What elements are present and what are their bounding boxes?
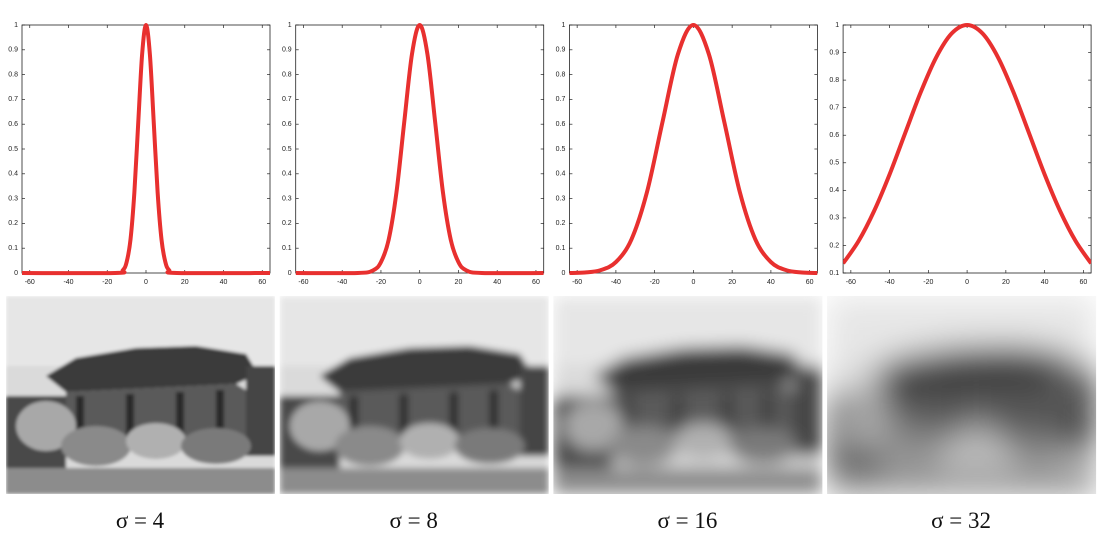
x-tick-label: 60 xyxy=(258,279,266,286)
y-tick-label: 0.3 xyxy=(282,195,292,202)
caption: σ = 32 xyxy=(931,508,991,533)
y-tick-label: 0.9 xyxy=(829,49,839,56)
curve xyxy=(22,23,270,276)
y-tick-label: 0.4 xyxy=(556,171,566,178)
y-tick-label: 1 xyxy=(561,22,565,29)
curve xyxy=(569,23,818,275)
plot-frame xyxy=(569,24,818,274)
x-tick-label: 60 xyxy=(532,279,540,286)
y-tick-label: 0.4 xyxy=(282,171,292,178)
blurred-photo xyxy=(6,296,275,494)
y-tick-label: 0.9 xyxy=(556,47,566,54)
y-tick-label: 0.8 xyxy=(8,71,18,78)
x-tick-label: -40 xyxy=(337,279,347,286)
x-tick-label: 20 xyxy=(455,279,463,286)
y-tick-label: 0.8 xyxy=(282,71,292,78)
curve xyxy=(843,23,1092,265)
y-tick-label: 1 xyxy=(835,22,839,29)
y-tick-label: 0.6 xyxy=(282,121,292,128)
y-tick-label: 0.9 xyxy=(8,47,18,54)
plot-frame xyxy=(295,24,545,274)
x-tick-label: 20 xyxy=(728,279,736,286)
y-tick-label: 0.3 xyxy=(8,195,18,202)
y-tick-label: 0.6 xyxy=(556,121,566,128)
y-tick-label: 0.6 xyxy=(829,132,839,139)
y-tick-label: 1 xyxy=(288,22,292,29)
y-tick-label: 0.6 xyxy=(8,121,18,128)
y-tick-label: 0.5 xyxy=(282,146,292,153)
y-tick-label: 0 xyxy=(14,270,18,277)
x-tick-label: 20 xyxy=(181,279,189,286)
x-tick-label: 0 xyxy=(144,279,148,286)
x-tick-label: -60 xyxy=(846,279,856,286)
x-tick-label: 40 xyxy=(767,279,775,286)
y-tick-label: 0.7 xyxy=(556,96,566,103)
y-tick-label: 0.5 xyxy=(8,146,18,153)
y-tick-label: 0.2 xyxy=(282,220,292,227)
y-tick-label: 0.2 xyxy=(829,242,839,249)
y-tick-label: 0 xyxy=(561,270,565,277)
plot-frame xyxy=(21,24,271,274)
y-tick-label: 0.1 xyxy=(8,245,18,252)
y-tick-label: 0.4 xyxy=(8,171,18,178)
x-tick-label: 0 xyxy=(418,279,422,286)
y-tick-label: 0.3 xyxy=(556,195,566,202)
x-tick-label: -60 xyxy=(298,279,308,286)
x-tick-label: 0 xyxy=(965,279,969,286)
y-tick-label: 0.1 xyxy=(282,245,292,252)
y-tick-label: 0.2 xyxy=(556,220,566,227)
x-tick-label: 40 xyxy=(1041,279,1049,286)
caption: σ = 16 xyxy=(657,508,717,533)
curve xyxy=(295,23,544,276)
y-tick-label: 0.3 xyxy=(829,215,839,222)
y-tick-label: 0.8 xyxy=(829,77,839,84)
y-tick-label: 0.8 xyxy=(556,71,566,78)
x-tick-label: -20 xyxy=(650,279,660,286)
x-tick-label: -40 xyxy=(611,279,621,286)
y-tick-label: 0.5 xyxy=(829,160,839,167)
y-tick-label: 0.1 xyxy=(829,270,839,277)
x-tick-label: -20 xyxy=(376,279,386,286)
y-tick-label: 0.7 xyxy=(282,96,292,103)
y-tick-label: 0.7 xyxy=(8,96,18,103)
x-tick-label: -40 xyxy=(63,279,73,286)
x-tick-label: -60 xyxy=(572,279,582,286)
x-tick-label: 0 xyxy=(691,279,695,286)
x-tick-label: 60 xyxy=(806,279,814,286)
x-tick-label: 60 xyxy=(1079,279,1087,286)
caption: σ = 4 xyxy=(116,508,165,533)
x-tick-label: 40 xyxy=(493,279,501,286)
y-tick-label: 0.7 xyxy=(829,105,839,112)
x-tick-label: -20 xyxy=(923,279,933,286)
caption: σ = 8 xyxy=(390,508,438,533)
y-tick-label: 0.5 xyxy=(556,146,566,153)
blurred-photo xyxy=(279,296,549,494)
y-tick-label: 0.4 xyxy=(829,187,839,194)
x-tick-label: -60 xyxy=(25,279,35,286)
blurred-photo xyxy=(553,296,823,494)
x-tick-label: -40 xyxy=(885,279,895,286)
blurred-photo xyxy=(827,296,1097,494)
x-tick-label: -20 xyxy=(102,279,112,286)
y-tick-label: 1 xyxy=(14,22,18,29)
y-tick-label: 0.2 xyxy=(8,220,18,227)
x-tick-label: 40 xyxy=(220,279,228,286)
plot-frame xyxy=(842,24,1092,274)
x-tick-label: 20 xyxy=(1002,279,1010,286)
y-tick-label: 0 xyxy=(288,270,292,277)
y-tick-label: 0.9 xyxy=(282,47,292,54)
y-tick-label: 0.1 xyxy=(556,245,566,252)
